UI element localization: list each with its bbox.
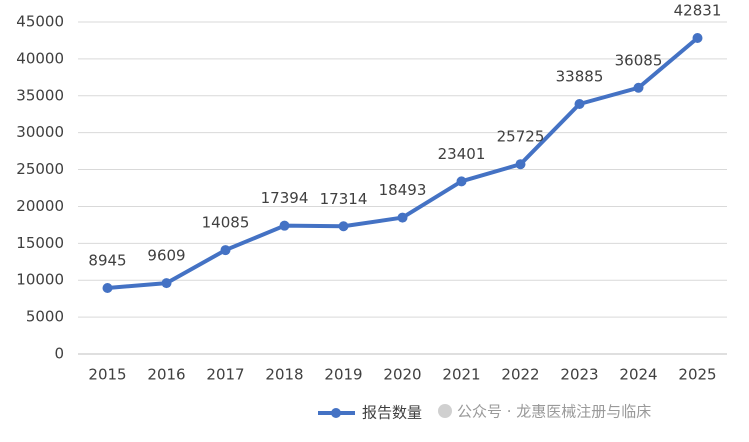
- data-line: [107, 36, 699, 290]
- data-point: [397, 212, 408, 223]
- y-tick-label: 0: [54, 345, 64, 363]
- x-tick-label: 2016: [147, 366, 185, 384]
- legend-label: 报告数量: [362, 404, 422, 422]
- data-label: 9609: [147, 247, 185, 265]
- y-tick-label: 35000: [16, 86, 64, 104]
- x-tick-label: 2017: [206, 366, 244, 384]
- data-point: [161, 278, 172, 289]
- data-point: [574, 99, 585, 110]
- x-tick-label: 2025: [678, 366, 716, 384]
- data-point: [279, 220, 290, 231]
- data-point: [338, 221, 349, 232]
- data-point: [633, 82, 644, 93]
- data-point: [220, 245, 231, 256]
- data-label: 17314: [320, 190, 368, 208]
- y-tick-label: 15000: [16, 234, 64, 252]
- y-tick-label: 30000: [16, 123, 64, 141]
- y-tick-label: 20000: [16, 197, 64, 215]
- data-label: 18493: [379, 181, 427, 199]
- x-tick-label: 2024: [619, 366, 657, 384]
- data-label: 23401: [438, 145, 486, 163]
- data-label: 36085: [615, 51, 663, 69]
- y-tick-label: 25000: [16, 160, 64, 178]
- y-tick-label: 40000: [16, 49, 64, 67]
- x-tick-label: 2019: [324, 366, 362, 384]
- data-point: [692, 33, 703, 44]
- data-label: 42831: [674, 2, 722, 20]
- data-point: [456, 176, 467, 187]
- watermark: 公众号 · 龙惠医械注册与临床: [457, 403, 651, 421]
- legend-marker: [331, 408, 341, 418]
- data-label: 17394: [261, 189, 309, 207]
- x-tick-label: 2018: [265, 366, 303, 384]
- data-label: 14085: [202, 214, 250, 232]
- x-tick-label: 2020: [383, 366, 421, 384]
- x-tick-label: 2015: [88, 366, 126, 384]
- data-point: [102, 283, 113, 294]
- data-label: 25725: [497, 128, 545, 146]
- data-point: [515, 159, 526, 170]
- y-tick-label: 5000: [26, 308, 64, 326]
- x-tick-label: 2023: [560, 366, 598, 384]
- y-tick-label: 10000: [16, 271, 64, 289]
- data-label: 8945: [88, 252, 126, 270]
- y-tick-label: 45000: [16, 13, 64, 31]
- x-tick-label: 2021: [442, 366, 480, 384]
- watermark-icon: [438, 404, 452, 418]
- data-label: 33885: [556, 68, 604, 86]
- x-tick-label: 2022: [501, 366, 539, 384]
